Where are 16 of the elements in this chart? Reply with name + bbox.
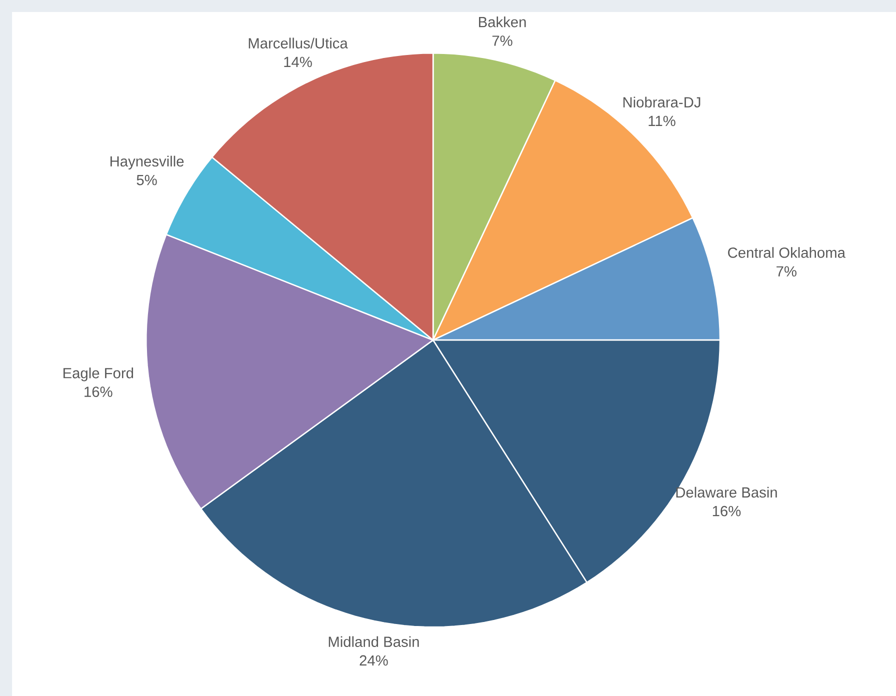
data-label: 14% <box>284 56 312 68</box>
data-label: 7% <box>492 36 512 46</box>
data-label: 5% <box>136 174 157 186</box>
slice-label: Central Oklahoma <box>728 247 846 258</box>
data-label: 7% <box>776 266 796 276</box>
data-label: 16% <box>712 506 741 516</box>
data-label: 16% <box>84 386 112 397</box>
slice-label: Haynesville <box>110 156 184 170</box>
slice-label: Marcellus/Utica <box>248 38 348 48</box>
data-label: 11% <box>648 116 676 126</box>
data-label: 24% <box>360 655 388 666</box>
slice-label: Eagle Ford <box>64 368 134 382</box>
slice-label: Niobrara-DJ <box>623 96 700 108</box>
slice-label: Delaware Basin <box>676 486 777 498</box>
slice-label: Bakken <box>479 16 526 28</box>
slice-label: Midland Basin <box>328 636 419 648</box>
